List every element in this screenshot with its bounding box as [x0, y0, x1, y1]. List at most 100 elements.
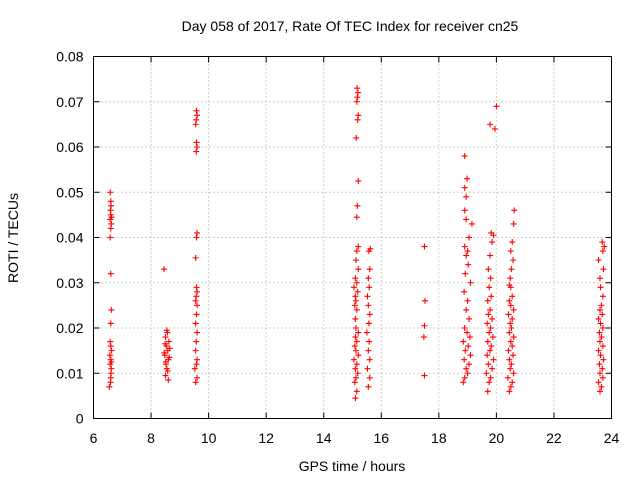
y-tick-label: 0.01: [56, 365, 83, 381]
grid-layer: [93, 56, 612, 419]
points-layer: [106, 85, 608, 402]
data-point: [421, 322, 428, 329]
data-point: [464, 297, 471, 304]
data-point: [601, 243, 608, 250]
data-point: [485, 311, 492, 318]
data-point: [462, 270, 469, 277]
data-point: [461, 288, 468, 295]
y-tick-label: 0.03: [56, 275, 83, 291]
data-point: [466, 334, 473, 341]
data-point: [364, 293, 371, 300]
data-point: [193, 234, 200, 241]
data-point: [194, 374, 201, 381]
data-point: [365, 275, 372, 282]
data-point: [461, 153, 468, 160]
data-point: [507, 365, 514, 372]
data-point: [193, 284, 200, 291]
data-point: [422, 297, 429, 304]
data-point: [352, 293, 359, 300]
data-point: [162, 334, 169, 341]
data-point: [461, 207, 468, 214]
x-tick-label: 8: [147, 430, 155, 446]
data-point: [108, 370, 115, 377]
data-point: [599, 248, 606, 255]
data-point: [490, 232, 497, 239]
data-point: [352, 365, 359, 372]
data-point: [194, 144, 201, 150]
data-point: [484, 320, 491, 327]
data-point: [506, 297, 513, 304]
data-point: [194, 329, 201, 336]
data-point: [193, 148, 200, 155]
data-point: [489, 365, 496, 372]
data-point: [595, 347, 602, 354]
data-point: [509, 293, 516, 300]
data-point: [600, 266, 607, 273]
data-point: [366, 356, 373, 363]
data-point: [353, 279, 360, 286]
data-point: [509, 239, 516, 246]
data-point: [466, 361, 473, 368]
data-point: [354, 89, 361, 96]
data-point: [506, 388, 513, 395]
x-tick-label: 12: [258, 430, 274, 446]
data-point: [108, 214, 115, 221]
data-point: [599, 365, 606, 372]
data-point: [161, 266, 168, 273]
data-point: [600, 356, 607, 363]
data-point: [510, 220, 517, 227]
x-tick-label: 18: [431, 430, 447, 446]
data-point: [352, 257, 359, 264]
data-point: [194, 288, 201, 295]
data-point: [489, 334, 496, 341]
data-point: [192, 121, 199, 128]
data-point: [162, 340, 169, 347]
data-point: [161, 349, 168, 356]
data-point: [510, 257, 517, 264]
data-point: [490, 356, 497, 363]
data-point: [106, 352, 113, 359]
data-point: [597, 284, 604, 291]
data-point: [162, 372, 169, 379]
data-point: [489, 239, 496, 246]
data-point: [487, 121, 494, 128]
data-point: [365, 383, 372, 390]
data-point: [597, 320, 604, 327]
data-point: [366, 311, 373, 318]
data-point: [192, 254, 199, 261]
data-point: [506, 329, 513, 336]
data-point: [365, 320, 372, 327]
data-point: [193, 293, 200, 300]
data-point: [354, 94, 361, 101]
data-point: [352, 347, 359, 354]
data-point: [351, 379, 358, 386]
data-point: [355, 112, 362, 119]
data-point: [485, 266, 492, 273]
data-point: [364, 365, 371, 372]
data-point: [165, 377, 172, 384]
data-point: [355, 352, 362, 359]
data-point: [595, 315, 602, 322]
data-point: [483, 370, 490, 377]
data-point: [465, 343, 472, 350]
data-point: [194, 229, 201, 236]
data-point: [352, 315, 359, 322]
data-point: [488, 343, 495, 350]
chart-title: Day 058 of 2017, Rate Of TEC Index for r…: [182, 18, 519, 34]
data-point: [353, 388, 360, 395]
data-point: [484, 388, 491, 395]
data-point: [354, 116, 361, 123]
data-point: [352, 297, 359, 304]
data-point: [487, 325, 494, 331]
data-point: [460, 379, 467, 386]
data-point: [508, 361, 515, 368]
data-point: [505, 347, 512, 354]
data-point: [511, 207, 518, 214]
data-point: [192, 347, 199, 354]
data-point: [506, 282, 513, 289]
data-point: [596, 388, 603, 395]
data-point: [353, 338, 360, 345]
data-point: [596, 306, 603, 313]
data-point: [352, 275, 359, 282]
data-point: [506, 356, 513, 363]
